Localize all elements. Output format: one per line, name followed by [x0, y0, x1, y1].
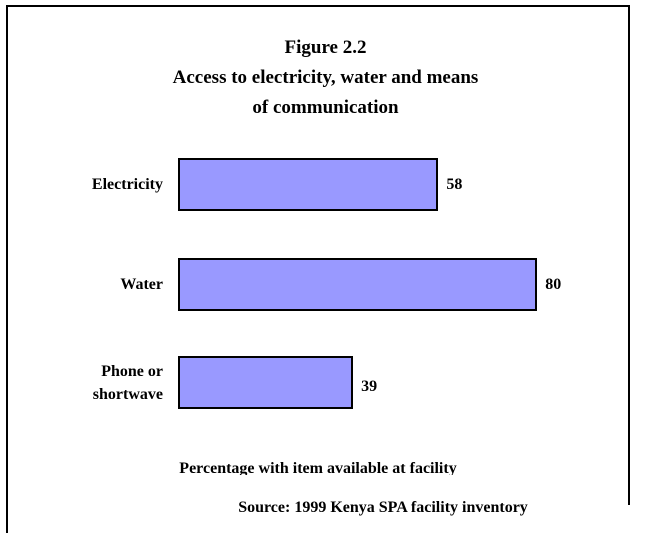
chart-title: of communication — [252, 97, 399, 118]
category-label: Electricity — [91, 176, 163, 193]
frame-right — [628, 5, 630, 505]
chart-title: Access to electricity, water and means — [172, 67, 479, 88]
bar — [178, 158, 439, 211]
bar — [178, 356, 354, 409]
category-label: Water — [120, 276, 163, 293]
source-note: Source: 1999 Kenya SPA facility inventor… — [238, 499, 528, 516]
value-label: 80 — [545, 275, 562, 293]
chart-title: Figure 2.2 — [284, 37, 367, 58]
category-label: Phone or shortwave — [92, 362, 163, 403]
frame-left — [6, 5, 8, 533]
value-label: 39 — [361, 377, 378, 395]
value-label: 58 — [446, 175, 463, 193]
frame-top — [6, 5, 630, 7]
x-axis-label: Percentage with item available at facili… — [179, 460, 457, 475]
bar — [178, 258, 538, 311]
